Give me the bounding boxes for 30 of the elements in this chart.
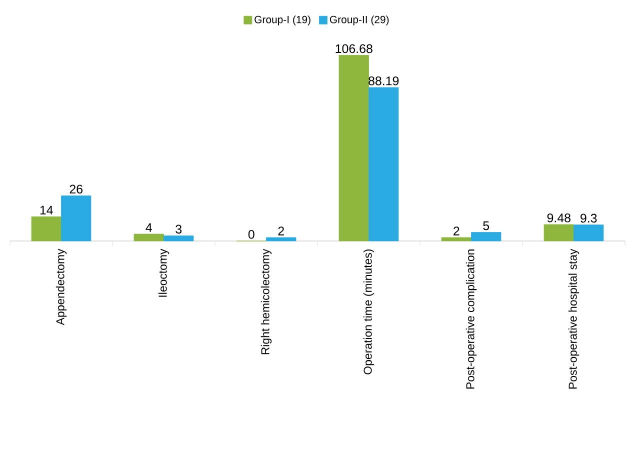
x-tick-label: Post-operative hospital stay [568, 248, 580, 389]
x-tick-label: Ileoctomy [158, 248, 170, 297]
data-label: 0 [248, 230, 254, 239]
data-label: 9.3 [580, 214, 597, 223]
bar [574, 224, 604, 242]
data-label: 9.48 [547, 213, 570, 222]
bar [471, 232, 502, 242]
legend-label: Group-II (29) [330, 16, 389, 26]
data-label: 3 [176, 224, 182, 234]
bar [31, 216, 62, 242]
x-tick-label: Appendectomy [56, 248, 67, 326]
x-tick-label: Operation time (minutes) [363, 250, 374, 374]
legend-label: Group-I (19) [254, 16, 310, 26]
bar [368, 87, 399, 242]
data-label: 26 [70, 184, 82, 194]
bar [338, 55, 369, 242]
bar [441, 237, 472, 242]
bar [544, 224, 574, 242]
data-label: 2 [278, 226, 284, 236]
data-label: 4 [146, 223, 152, 232]
x-tick-label: Right hemicolectomy [260, 248, 272, 354]
bar [134, 234, 164, 242]
bar [164, 236, 194, 242]
bar [61, 196, 92, 242]
data-label: 5 [483, 221, 490, 230]
data-label: 14 [40, 206, 53, 214]
data-label: 2 [454, 226, 460, 236]
x-tick-label: Post-operative complication [466, 250, 477, 389]
bar [266, 237, 296, 242]
data-label: 106.68 [336, 44, 372, 54]
